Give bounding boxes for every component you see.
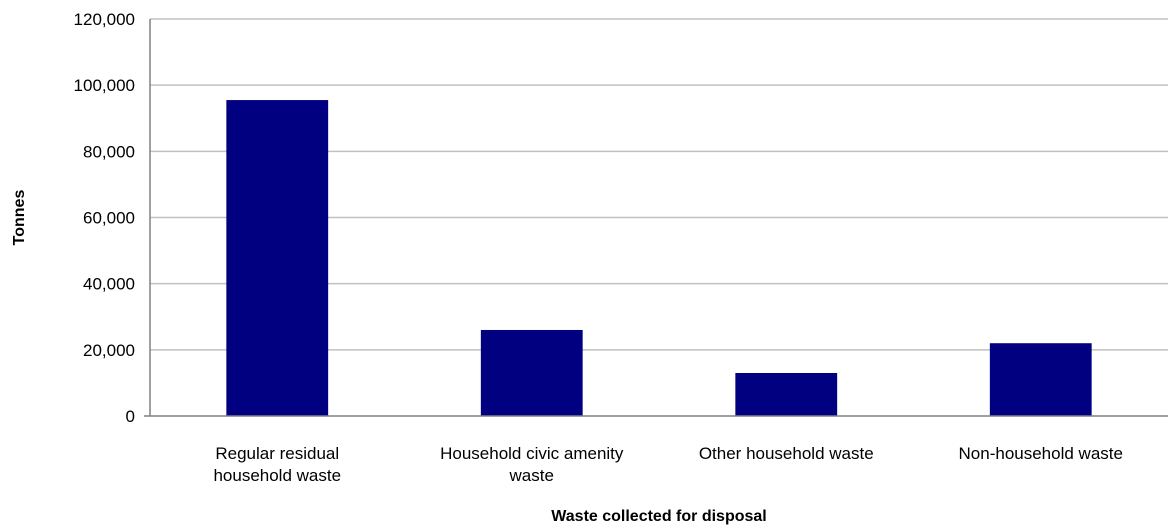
y-axis-title: Tonnes [11,190,28,246]
bar [226,100,329,416]
x-tick-label: Household civic amenity waste [440,444,624,485]
y-tick-label: 60,000 [83,209,135,228]
x-tick-label: Other household waste [699,444,874,463]
y-tick-label: 40,000 [83,275,135,294]
bar [735,372,838,416]
bar [480,329,583,416]
axes [144,19,1168,417]
x-tick-label-line: Household civic amenity [440,444,624,463]
y-tick-label: 0 [126,407,135,426]
x-tick-label-line: Other household waste [699,444,874,463]
x-tick-labels: Regular residual household waste Household… [213,444,1123,485]
y-tick-label: 20,000 [83,341,135,360]
y-tick-label: 100,000 [74,76,135,95]
x-tick-label-line: waste [509,466,554,485]
x-tick-label: Regular residual household waste [213,444,341,485]
y-tick-labels: 0 20,000 40,000 60,000 80,000 100,000 120,000 [74,10,135,426]
y-tick-label: 120,000 [74,10,135,29]
y-tick-label: 80,000 [83,142,135,161]
x-tick-label: Non-household waste [959,444,1123,463]
x-tick-label-line: Regular residual [215,444,339,463]
x-tick-label-line: Non-household waste [959,444,1123,463]
bars [226,100,1092,416]
x-axis-title: Waste collected for disposal [551,508,766,525]
bar [989,343,1092,416]
x-tick-label-line: household waste [213,466,341,485]
